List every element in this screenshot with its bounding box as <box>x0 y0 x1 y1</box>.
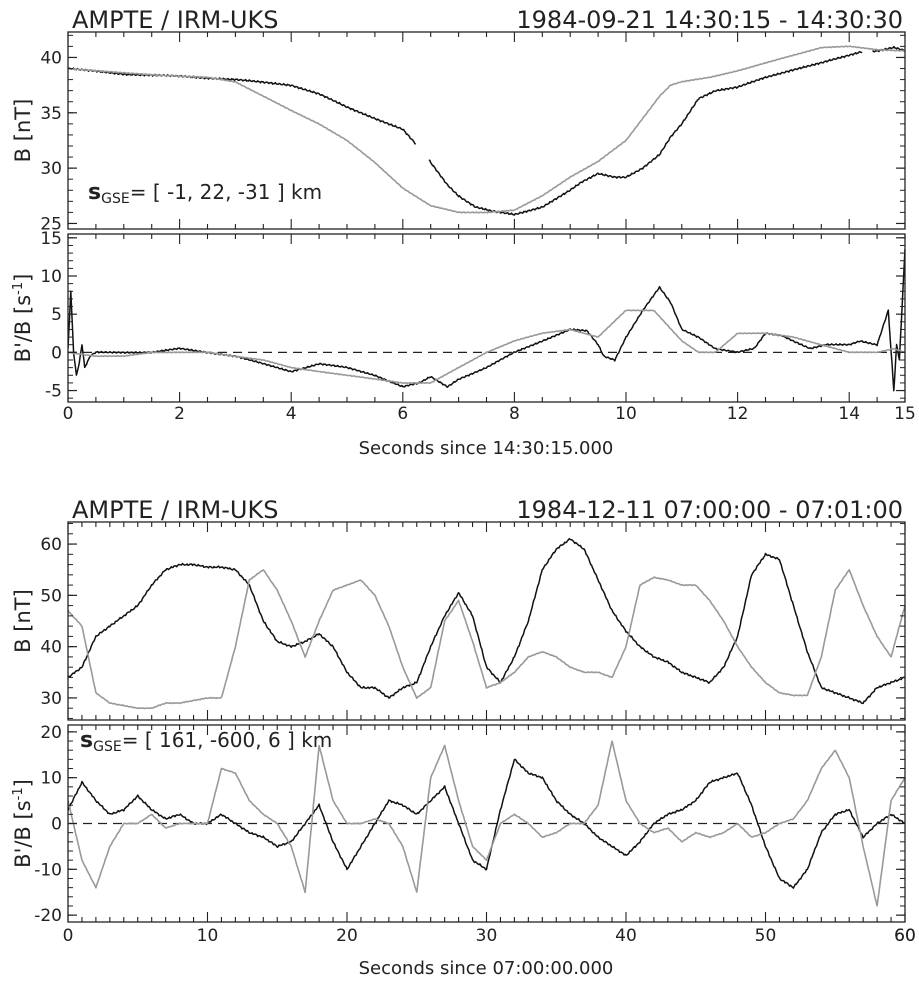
series-black-line <box>68 248 905 392</box>
x-tick-label: 50 <box>755 926 777 946</box>
x-tick-label: 8 <box>509 404 520 424</box>
vector-subscript: GSE <box>101 191 130 207</box>
y-axis-label-quantity: B'/B <box>11 314 35 362</box>
panel-frame <box>67 521 906 721</box>
vector-value: = [ 161, -600, 6 ] km <box>122 728 333 752</box>
x-tick-label: 14 <box>838 404 860 424</box>
x-tick-label: 4 <box>286 404 297 424</box>
y-axis-label-unit: [s <box>11 800 35 819</box>
y-tick-label: 15 <box>40 229 62 249</box>
y-tick-label: 30 <box>40 689 62 709</box>
x-tick-label: 10 <box>615 404 637 424</box>
y-tick-label: 50 <box>40 586 62 606</box>
plot-area <box>68 537 905 710</box>
figure-title-right: 1984-12-11 07:00:00 - 07:01:00 <box>516 496 903 524</box>
figure-bottom: AMPTE / IRM-UKS 1984-12-11 07:00:00 - 07… <box>11 496 916 979</box>
series-grey-line <box>68 740 905 907</box>
y-tick-label: 20 <box>40 723 62 743</box>
series-black-line <box>68 45 905 216</box>
y-axis-label: B [nT] <box>11 589 35 653</box>
y-tick-label: -5 <box>45 382 62 402</box>
x-tick-label: 12 <box>727 404 749 424</box>
panel-b-magnitude: 30 40 50 60 B [nT] <box>11 521 906 721</box>
y-axis-label-quantity: B <box>11 141 35 162</box>
y-tick-label: 5 <box>51 305 62 325</box>
plot-area <box>68 740 905 907</box>
series-black-line <box>68 537 905 705</box>
x-tick-label: 30 <box>476 926 498 946</box>
y-axis-label-unit-exponent: -1 <box>11 282 26 295</box>
y-tick-label: 25 <box>40 214 62 234</box>
panel-frame <box>67 233 906 403</box>
x-tick-label: 20 <box>336 926 358 946</box>
x-tick-label: 0 <box>63 404 74 424</box>
separation-vector-annotation: sGSE= [ -1, 22, -31 ] km <box>88 180 322 207</box>
y-tick-label: 10 <box>40 267 62 287</box>
x-tick-label: 0 <box>63 926 74 946</box>
x-tick-label: 40 <box>615 926 637 946</box>
vector-symbol: s <box>80 728 93 753</box>
y-tick-label: 40 <box>40 48 62 68</box>
y-axis-label-unit-exponent: -1 <box>11 787 26 800</box>
panel-b-magnitude: 25 30 35 40 B [nT] sGSE= [ -1, 22, -31 ] km <box>11 31 906 234</box>
figure-top: AMPTE / IRM-UKS 1984-09-21 14:30:15 - 14… <box>11 6 916 459</box>
vector-symbol: s <box>88 180 101 205</box>
separation-vector-annotation: sGSE= [ 161, -600, 6 ] km <box>80 728 332 755</box>
vector-subscript: GSE <box>93 739 122 755</box>
figure-title-left: AMPTE / IRM-UKS <box>72 6 278 34</box>
y-tick-label: 10 <box>40 769 62 789</box>
y-axis-label-unit: [nT] <box>11 589 35 632</box>
y-axis-label: B'/B [s-1] <box>11 274 35 363</box>
x-tick-label: 10 <box>197 926 219 946</box>
y-tick-label: -20 <box>34 906 62 926</box>
x-tick-label: 60 <box>894 926 916 946</box>
series-grey-line <box>68 309 905 385</box>
y-axis-label: B'/B [s-1] <box>11 779 35 868</box>
y-tick-label: 30 <box>40 159 62 179</box>
series-grey-line <box>68 45 905 214</box>
y-tick-label: 60 <box>40 535 62 555</box>
y-tick-label: 0 <box>51 815 62 835</box>
x-axis-label: Seconds since 14:30:15.000 <box>359 438 614 459</box>
y-tick-label: 40 <box>40 638 62 658</box>
figure-title-right: 1984-09-21 14:30:15 - 14:30:30 <box>516 6 903 34</box>
y-axis-label-unit: [s <box>11 295 35 314</box>
plot-area <box>68 45 905 216</box>
x-axis-label: Seconds since 07:00:00.000 <box>359 958 614 979</box>
vector-value: = [ -1, 22, -31 ] km <box>130 180 322 204</box>
y-axis-label-unit: ] <box>11 779 35 787</box>
y-tick-label: 0 <box>51 343 62 363</box>
y-tick-label: -10 <box>34 860 62 880</box>
x-tick-label: 2 <box>174 404 185 424</box>
y-axis-label-unit: [nT] <box>11 99 35 142</box>
x-tick-label: 15 <box>894 404 916 424</box>
y-tick-label: 35 <box>40 104 62 124</box>
plot-area <box>68 248 905 392</box>
figure-title-left: AMPTE / IRM-UKS <box>72 496 278 524</box>
x-tick-label: 6 <box>397 404 408 424</box>
y-axis-label: B [nT] <box>11 99 35 163</box>
y-axis-label-quantity: B'/B <box>11 819 35 867</box>
y-axis-label-quantity: B <box>11 632 35 653</box>
x-tick-label: 60 <box>894 926 916 946</box>
y-axis-label-unit: ] <box>11 274 35 282</box>
series-grey-line <box>68 569 905 710</box>
